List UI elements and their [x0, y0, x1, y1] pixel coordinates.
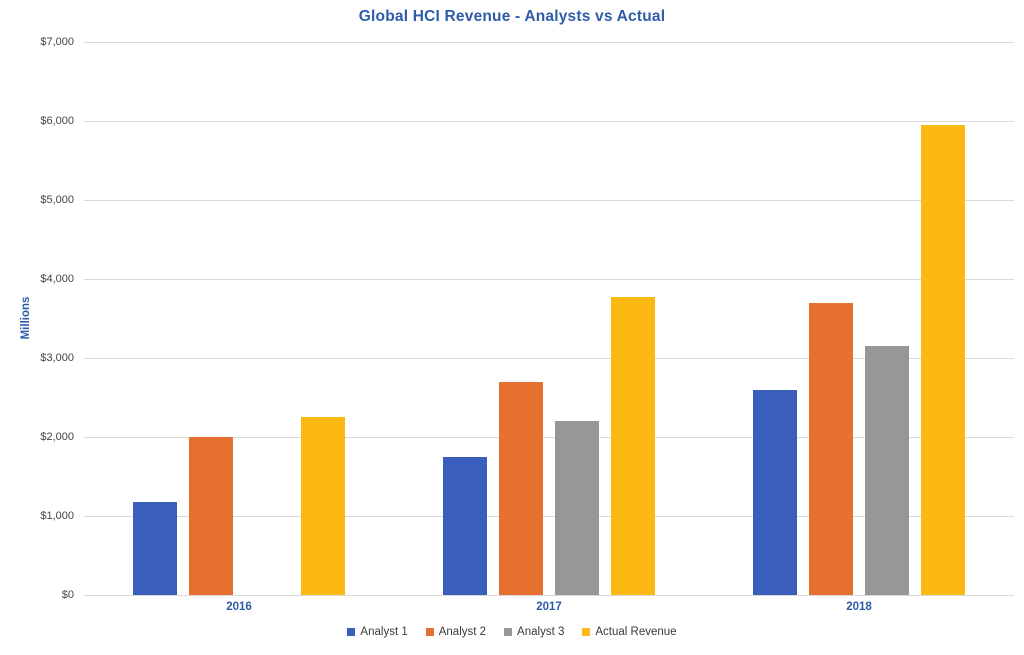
legend-label: Actual Revenue [595, 626, 677, 638]
gridline [84, 358, 1014, 359]
legend-item-actual-revenue: Actual Revenue [582, 626, 677, 638]
gridline [84, 42, 1014, 43]
legend-swatch-analyst-2 [425, 628, 434, 636]
x-axis-label-2016: 2016 [226, 601, 252, 613]
legend-swatch-actual-revenue [582, 628, 591, 636]
y-tick-label: $3,000 [40, 352, 74, 364]
plot-area [84, 42, 1014, 596]
bar-actual-revenue-2018 [921, 125, 965, 595]
bar-analyst-2-2016 [189, 437, 233, 595]
y-axis-title: Millions [20, 296, 32, 340]
bar-analyst-2-2017 [499, 382, 543, 595]
legend-swatch-analyst-1 [347, 628, 356, 636]
legend-label: Analyst 3 [517, 626, 565, 638]
gridline [84, 279, 1014, 280]
bar-analyst-1-2016 [133, 502, 177, 595]
legend-item-analyst-3: Analyst 3 [504, 626, 564, 638]
legend-item-analyst-1: Analyst 1 [347, 626, 408, 638]
bar-analyst-3-2017 [555, 421, 599, 595]
gridline [84, 437, 1014, 438]
x-axis-label-2018: 2018 [846, 601, 872, 613]
gridline [84, 595, 1014, 596]
bar-analyst-1-2017 [443, 457, 487, 595]
y-tick-label: $1,000 [40, 510, 74, 522]
gridline [84, 200, 1014, 201]
chart-title: Global HCI Revenue - Analysts vs Actual [358, 8, 666, 25]
y-tick-label: $6,000 [40, 115, 74, 127]
legend-label: Analyst 2 [438, 626, 487, 638]
legend-label: Analyst 1 [360, 626, 408, 638]
bar-analyst-3-2018 [865, 346, 909, 595]
bar-analyst-2-2018 [809, 303, 853, 595]
x-axis-label-2017: 2017 [536, 601, 562, 613]
bar-actual-revenue-2017 [611, 297, 655, 595]
y-tick-label: $2,000 [40, 431, 74, 443]
y-tick-label: $7,000 [40, 36, 74, 48]
legend-swatch-analyst-3 [504, 628, 513, 636]
gridline [84, 516, 1014, 517]
bar-actual-revenue-2016 [301, 417, 345, 595]
legend: Analyst 1 Analyst 2 Analyst 3 Actual Revenu… [0, 626, 1024, 638]
bar-analyst-1-2018 [753, 390, 797, 595]
y-tick-label: $5,000 [40, 194, 74, 206]
gridline [84, 121, 1014, 122]
legend-item-analyst-2: Analyst 2 [425, 626, 487, 638]
y-tick-label: $4,000 [40, 273, 74, 285]
y-tick-label: $0 [61, 589, 74, 601]
